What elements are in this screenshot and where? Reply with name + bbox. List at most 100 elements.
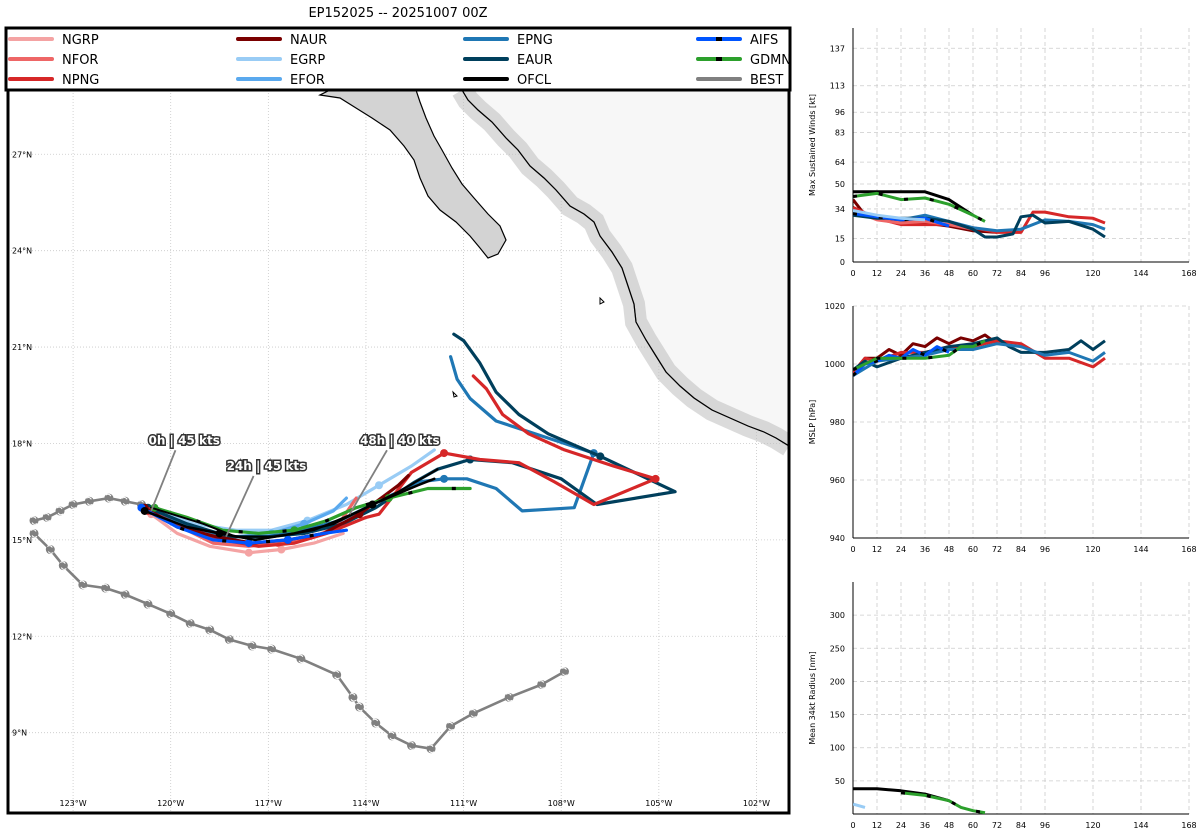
x-tick-label: 48 <box>944 269 954 278</box>
series-gdmn <box>900 791 986 814</box>
y-tick-label: 113 <box>830 82 845 91</box>
legend-label-gdmn: GDMN <box>750 53 791 68</box>
legend-label-efor: EFOR <box>290 73 325 88</box>
storm-symbol-icon <box>121 497 129 506</box>
lat-tick-label: 18°N <box>12 439 32 448</box>
legend-label-egrp: EGRP <box>290 53 325 68</box>
y-tick-label: 250 <box>830 644 845 653</box>
lat-tick-label: 27°N <box>12 150 32 159</box>
legend-label-best: BEST <box>750 73 783 88</box>
x-tick-label: 36 <box>920 821 930 830</box>
annotation-label: 0h | 45 kts <box>148 433 219 447</box>
x-tick-label: 96 <box>1040 821 1050 830</box>
chart-34kt-radius: 0 12 24 36 48 60 72 84 96 120 144 168 50 100 150 200 250… <box>808 582 1197 830</box>
x-tick-label: 72 <box>992 545 1002 554</box>
lon-tick-label: 114°W <box>352 799 379 808</box>
storm-symbol-icon <box>226 635 233 644</box>
y-tick-label: 980 <box>830 418 845 427</box>
series-egrp <box>853 802 866 809</box>
series-egrp <box>853 209 926 222</box>
legend-label-naur: NAUR <box>290 33 327 48</box>
y-tick-label: 137 <box>830 44 845 53</box>
annotation-leader <box>150 449 177 512</box>
y-tick-label: 15 <box>835 235 845 244</box>
storm-symbol-icon <box>167 609 174 619</box>
storm-symbol-icon <box>427 744 435 754</box>
storm-symbol-icon <box>102 583 109 593</box>
y-tick-label: 64 <box>835 158 845 167</box>
y-tick-label: 50 <box>835 180 845 189</box>
lon-tick-label: 108°W <box>548 799 575 808</box>
track-point-egrp <box>374 481 383 490</box>
legend: NGRP NFOR NPNG NAUR EGRP EFOR EPNG EAUR OFCL AIFS… <box>4 26 792 92</box>
x-tick-label: 168 <box>1181 269 1196 278</box>
best-track-point <box>55 506 65 516</box>
storm-symbol-icon <box>388 731 396 741</box>
track-point-eaur <box>596 452 605 461</box>
series-ofcl <box>853 190 974 217</box>
y-tick-label: 960 <box>830 476 845 485</box>
x-tick-label: 120 <box>1085 269 1100 278</box>
island-icon <box>452 390 458 398</box>
x-tick-label: 0 <box>850 821 855 830</box>
storm-symbol-icon <box>60 561 67 570</box>
track-point-aifs <box>244 539 253 548</box>
x-tick-label: 0 <box>850 269 855 278</box>
lat-tick-label: 21°N <box>12 343 32 352</box>
x-tick-label: 84 <box>1016 545 1026 554</box>
map-tick-labels: 123°W 120°W 117°W 114°W 111°W 108°W 105°W 102°W… <box>12 150 770 808</box>
x-tick-label: 84 <box>1016 821 1026 830</box>
y-tick-label: 150 <box>830 711 845 720</box>
storm-symbol-icon <box>105 493 113 503</box>
storm-symbol-icon <box>43 513 51 522</box>
x-tick-label: 36 <box>920 269 930 278</box>
chart-mslp: 0 12 24 36 48 60 72 84 96 120 144 168 940 960 980 1000 1… <box>808 302 1197 554</box>
x-tick-label: 12 <box>872 545 882 554</box>
track-ofcl_cone <box>150 468 439 538</box>
series-group <box>853 190 1106 239</box>
x-tick-label: 72 <box>992 269 1002 278</box>
series-npng <box>853 206 1106 234</box>
series-dash-aifs <box>853 212 950 228</box>
best-track-point <box>185 618 195 628</box>
track-npng <box>146 374 658 548</box>
track-point-ngrp <box>277 545 286 554</box>
ofcl-point <box>140 506 149 515</box>
annotation-leader <box>348 449 388 515</box>
x-tick-label: 12 <box>872 821 882 830</box>
legend-label-npng: NPNG <box>62 73 99 88</box>
x-tick-label: 48 <box>944 545 954 554</box>
track-point-ngrp <box>244 548 253 557</box>
x-tick-label: 120 <box>1085 821 1100 830</box>
storm-symbol-icon <box>30 529 38 538</box>
series-gdmn <box>853 339 986 372</box>
series-gdmn <box>853 191 986 223</box>
legend-label-aifs: AIFS <box>750 33 778 48</box>
x-tick-label: 84 <box>1016 269 1026 278</box>
lon-tick-label: 105°W <box>645 799 672 808</box>
y-tick-label: 100 <box>830 744 845 753</box>
track-point-npng <box>440 449 449 458</box>
y-tick-label: 96 <box>835 108 845 117</box>
island-icon <box>599 296 605 305</box>
storm-symbol-icon <box>372 718 379 728</box>
ofcl-point <box>215 529 224 538</box>
x-tick-label: 144 <box>1133 545 1148 554</box>
y-axis-label: Mean 34kt Radius [nm] <box>808 651 817 744</box>
coastline <box>318 90 789 456</box>
x-tick-label: 144 <box>1133 269 1148 278</box>
x-tick-label: 24 <box>896 269 906 278</box>
storm-symbol-icon <box>470 709 477 718</box>
best-track-point <box>166 609 176 619</box>
series-group <box>853 333 1106 377</box>
storm-symbol-icon <box>333 670 340 680</box>
track-point-epng <box>440 474 449 483</box>
y-tick-label: 50 <box>835 777 845 786</box>
best-track-point <box>29 516 39 526</box>
x-tick-label: 24 <box>896 545 906 554</box>
x-tick-label: 72 <box>992 821 1002 830</box>
storm-symbol-icon <box>121 590 129 599</box>
x-tick-label: 24 <box>896 821 906 830</box>
storm-symbol-icon <box>297 654 305 664</box>
storm-symbol-icon <box>561 667 568 676</box>
